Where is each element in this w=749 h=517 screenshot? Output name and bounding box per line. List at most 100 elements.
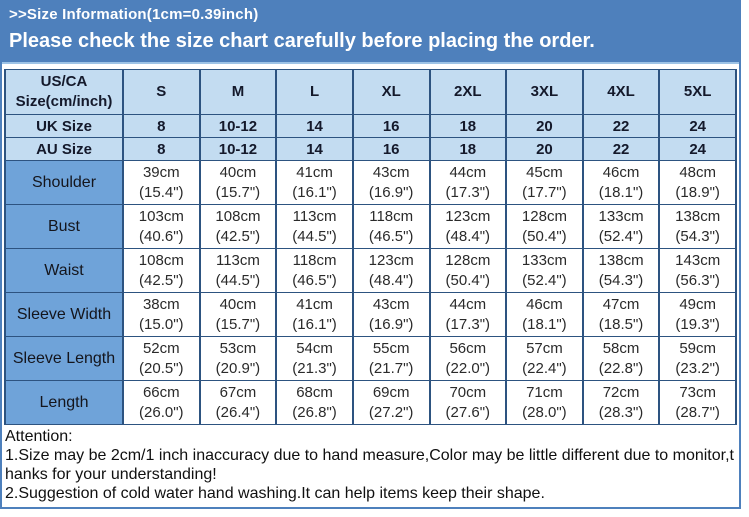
value-cell: 66cm (26.0") [122,380,201,425]
value-cell: 22 [581,137,661,161]
value-cell: 3XL [505,69,584,115]
attention-note-1b: hanks for your understanding! [5,466,217,483]
size-conversion-row: UK Size 8 10-12 14 16 18 20 22 24 [4,114,737,138]
value-cell: 14 [275,114,354,138]
row-label-cell: Shoulder [4,160,124,205]
value-cell: 18 [428,137,508,161]
value-cell: 108cm (42.5") [198,204,278,249]
value-cell: 128cm (50.4") [505,204,584,249]
value-cell: 45cm (17.7") [505,160,584,205]
measurement-row: Shoulder 39cm (15.4") 40cm (15.7") 41cm (16… [4,160,737,205]
value-cell: 20 [505,137,584,161]
value-cell: 54cm (21.3") [275,336,354,381]
value-cell: 59cm (23.2") [658,336,737,381]
value-cell: 108cm (42.5") [122,248,201,293]
value-cell: 20 [505,114,584,138]
value-cell: 72cm (28.3") [581,380,661,425]
content-frame: >>Size Information(1cm=0.39inch) Please … [0,0,741,509]
value-cell: 16 [351,137,431,161]
value-cell: 123cm (48.4") [428,204,508,249]
row-label-cell: Sleeve Width [4,292,124,337]
value-cell: 49cm (19.3") [658,292,737,337]
value-cell: 44cm (17.3") [428,292,508,337]
value-cell: 24 [658,137,737,161]
value-cell: 40cm (15.7") [198,160,278,205]
measurement-row: Waist 108cm (42.5") 113cm (44.5") 118cm (46… [4,248,737,293]
value-cell: 39cm (15.4") [122,160,201,205]
value-cell: 10-12 [198,137,278,161]
value-cell: 118cm (46.5") [351,204,431,249]
value-cell: 46cm (18.1") [505,292,584,337]
table-header-row: US/CA Size(cm/inch) S M L XL 2XL 3XL 4XL 5XL [4,69,737,115]
value-cell: 57cm (22.4") [505,336,584,381]
measurement-row: Bust 103cm (40.6") 108cm (42.5") 113cm (44.… [4,204,737,249]
value-cell: 4XL [581,69,661,115]
value-cell: M [198,69,278,115]
value-cell: 70cm (27.6") [428,380,508,425]
row-label-cell: Waist [4,248,124,293]
value-cell: 69cm (27.2") [351,380,431,425]
attention-note-2: 2.Suggestion of cold water hand washing.… [5,485,545,502]
value-cell: XL [351,69,431,115]
value-cell: 128cm (50.4") [428,248,508,293]
value-cell: L [275,69,354,115]
attention-heading: Attention: [5,428,73,445]
measurement-row: Sleeve Length 52cm (20.5") 53cm (20.9") 54c… [4,336,737,381]
value-cell: 73cm (28.7") [658,380,737,425]
value-cell: 24 [658,114,737,138]
header-banner: >>Size Information(1cm=0.39inch) Please … [2,2,739,64]
value-cell: 5XL [658,69,737,115]
attention-section: Attention: 1.Size may be 2cm/1 inch inac… [2,425,739,507]
value-cell: 8 [122,114,201,138]
row-label-cell: AU Size [4,137,124,161]
row-label-cell: Length [4,380,124,425]
value-cell: 53cm (20.9") [198,336,278,381]
value-cell: 38cm (15.0") [122,292,201,337]
value-cell: 58cm (22.8") [581,336,661,381]
attention-note-1a: 1.Size may be 2cm/1 inch inaccuracy due … [5,447,734,464]
value-cell: 48cm (18.9") [658,160,737,205]
value-cell: 44cm (17.3") [428,160,508,205]
row-label-cell: Bust [4,204,124,249]
row-label-cell: UK Size [4,114,124,138]
value-cell: 56cm (22.0") [428,336,508,381]
value-cell: 143cm (56.3") [658,248,737,293]
value-cell: S [122,69,201,115]
value-cell: 103cm (40.6") [122,204,201,249]
value-cell: 67cm (26.4") [198,380,278,425]
value-cell: 41cm (16.1") [275,292,354,337]
measurement-row: Sleeve Width 38cm (15.0") 40cm (15.7") 41cm… [4,292,737,337]
value-cell: 138cm (54.3") [658,204,737,249]
value-cell: 41cm (16.1") [275,160,354,205]
value-cell: 43cm (16.9") [351,292,431,337]
value-cell: 133cm (52.4") [581,204,661,249]
value-cell: 47cm (18.5") [581,292,661,337]
value-cell: 43cm (16.9") [351,160,431,205]
row-label-cell: US/CA Size(cm/inch) [4,69,124,115]
measurement-row: Length 66cm (26.0") 67cm (26.4") 68cm (26.8… [4,380,737,425]
row-label-cell: Sleeve Length [4,336,124,381]
value-cell: 2XL [428,69,508,115]
value-cell: 118cm (46.5") [275,248,354,293]
value-cell: 46cm (18.1") [581,160,661,205]
size-conversion-row: AU Size 8 10-12 14 16 18 20 22 24 [4,137,737,161]
value-cell: 52cm (20.5") [122,336,201,381]
value-cell: 71cm (28.0") [505,380,584,425]
value-cell: 40cm (15.7") [198,292,278,337]
value-cell: 10-12 [198,114,278,138]
value-cell: 16 [351,114,431,138]
size-chart-notice: Please check the size chart carefully be… [9,30,595,52]
value-cell: 22 [581,114,661,138]
value-cell: 133cm (52.4") [505,248,584,293]
value-cell: 18 [428,114,508,138]
value-cell: 55cm (21.7") [351,336,431,381]
value-cell: 14 [275,137,354,161]
value-cell: 123cm (48.4") [351,248,431,293]
size-chart-table: US/CA Size(cm/inch) S M L XL 2XL 3XL 4XL 5XL UK S… [4,69,737,425]
value-cell: 113cm (44.5") [275,204,354,249]
value-cell: 138cm (54.3") [581,248,661,293]
value-cell: 68cm (26.8") [275,380,354,425]
size-chart-table-body: US/CA Size(cm/inch) S M L XL 2XL 3XL 4XL 5XL UK S… [4,69,737,425]
value-cell: 113cm (44.5") [198,248,278,293]
